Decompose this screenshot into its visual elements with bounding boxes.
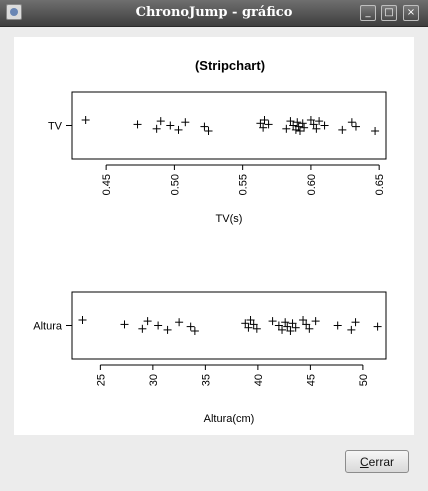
panel-2-data-point [268,317,277,326]
panel-1-data-point [166,121,175,130]
panel-2-y-category-label: Altura [33,321,63,333]
panel-2-data-point [299,316,308,324]
panel-1-data-point [286,117,295,126]
panel-2-data-point [190,327,199,335]
panel-1-data-point [156,117,165,126]
panel-2-x-tick-label: 40 [253,374,265,386]
panel-1-data-point [133,120,142,129]
panel-1-data-point [282,124,291,133]
panel-1-data-point [312,124,321,133]
panel-1-data-point [256,119,265,128]
panel-2-data-point [252,324,261,333]
panel-1-data-point [298,119,307,128]
panel-2-data-point [373,322,382,331]
panel-2-data-point [120,320,129,329]
panel-1-frame [71,91,387,160]
panel-2-data-point [305,324,314,333]
panel-2-data-point [186,322,195,331]
panel-1-data-point [306,116,315,124]
panel-2-data-point [249,320,258,329]
panel-2-data-point [246,316,255,324]
panel-2-data-point [175,318,184,327]
panel-1-data-point [200,122,209,131]
chronojump-app-icon[interactable] [6,4,22,20]
panel-2-data-point [241,319,250,328]
panel-2-data-point [351,318,360,327]
panel-1-x-axis-title: TV(s) [216,213,243,225]
panel-1-y-category-label: TV [48,121,63,133]
panel-2-data-point [244,323,253,332]
panel-2-data-point [278,325,287,334]
stripchart-plot-area: (Stripchart) TV 0.45 0.50 0.55 0.60 0.65 TV(s)… [14,37,414,435]
close-button[interactable]: Cerrar [345,450,409,473]
close-label: errar [368,454,394,469]
panel-1-data-point [259,123,268,132]
panel-2-data-point [138,324,147,333]
panel-1-data-point [264,120,273,129]
panel-1-data-point [260,116,269,124]
panel-1-data-point [338,125,347,134]
panel-1-data-point [152,124,161,133]
window-close-button[interactable]: × [403,5,419,21]
panel-2-data-point [347,325,356,334]
panel-1-data-point [181,118,190,127]
panel-2-data-point [286,327,295,335]
panel-1-data-point [293,118,302,127]
panel-2-data-point [333,321,342,330]
panel-2-data-point [163,325,172,334]
panel-2-x-tick-label: 25 [95,374,107,386]
maximize-button[interactable]: □ [381,5,397,21]
panel-1-x-tick-label: 0.60 [306,174,318,195]
panel-1-data-point [289,121,298,130]
title-bar[interactable]: ChronoJump - gráfico _ □ × [0,0,428,27]
panel-2-data-point [288,319,297,328]
panel-2-data-point [311,317,320,326]
panel-1-data-point [81,116,90,124]
panel-2-data-point [154,321,163,330]
panel-1-x-tick-label: 0.45 [101,174,113,195]
panel-2-data-point [302,320,311,329]
panel-1-data-point [300,123,309,132]
panel-2-data-point [78,316,87,324]
panel-2-x-tick-label: 30 [148,374,160,386]
panel-2-x-tick-label: 50 [358,374,370,386]
panel-2-x-tick-label: 35 [200,374,212,386]
stripchart-svg: (Stripchart) TV 0.45 0.50 0.55 0.60 0.65 TV(s)… [33,58,387,425]
window-title: ChronoJump - gráfico [135,5,293,20]
minimize-button[interactable]: _ [360,5,376,21]
panel-1-data-point [371,127,380,135]
panel-1-data-point [294,122,303,131]
panel-1-data-point [174,125,183,134]
chart-title: (Stripchart) [195,58,265,73]
panel-1-data-point [295,127,304,135]
panel-2-data-point [283,322,292,331]
panel-1-data-point [320,121,329,130]
panel-1-data-point [204,127,213,135]
panel-2-x-tick-label: 45 [305,374,317,386]
panel-1-x-tick-label: 0.50 [169,174,181,195]
panel-2-data-point [281,318,290,327]
panel-1-x-tick-label: 0.65 [374,174,386,195]
panel-1-x-tick-label: 0.55 [238,174,250,195]
panel-1-data-point [347,118,356,127]
panel-1-data-point [309,120,318,129]
panel-1-data-point [351,122,360,131]
panel-2-data-point [291,323,300,332]
panel-2-data-point [274,321,283,330]
panel-2-x-axis-title: Altura(cm) [204,413,255,425]
panel-2-data-point [143,317,152,326]
panel-1-data-point [315,117,324,126]
close-mnemonic: C [359,454,369,469]
